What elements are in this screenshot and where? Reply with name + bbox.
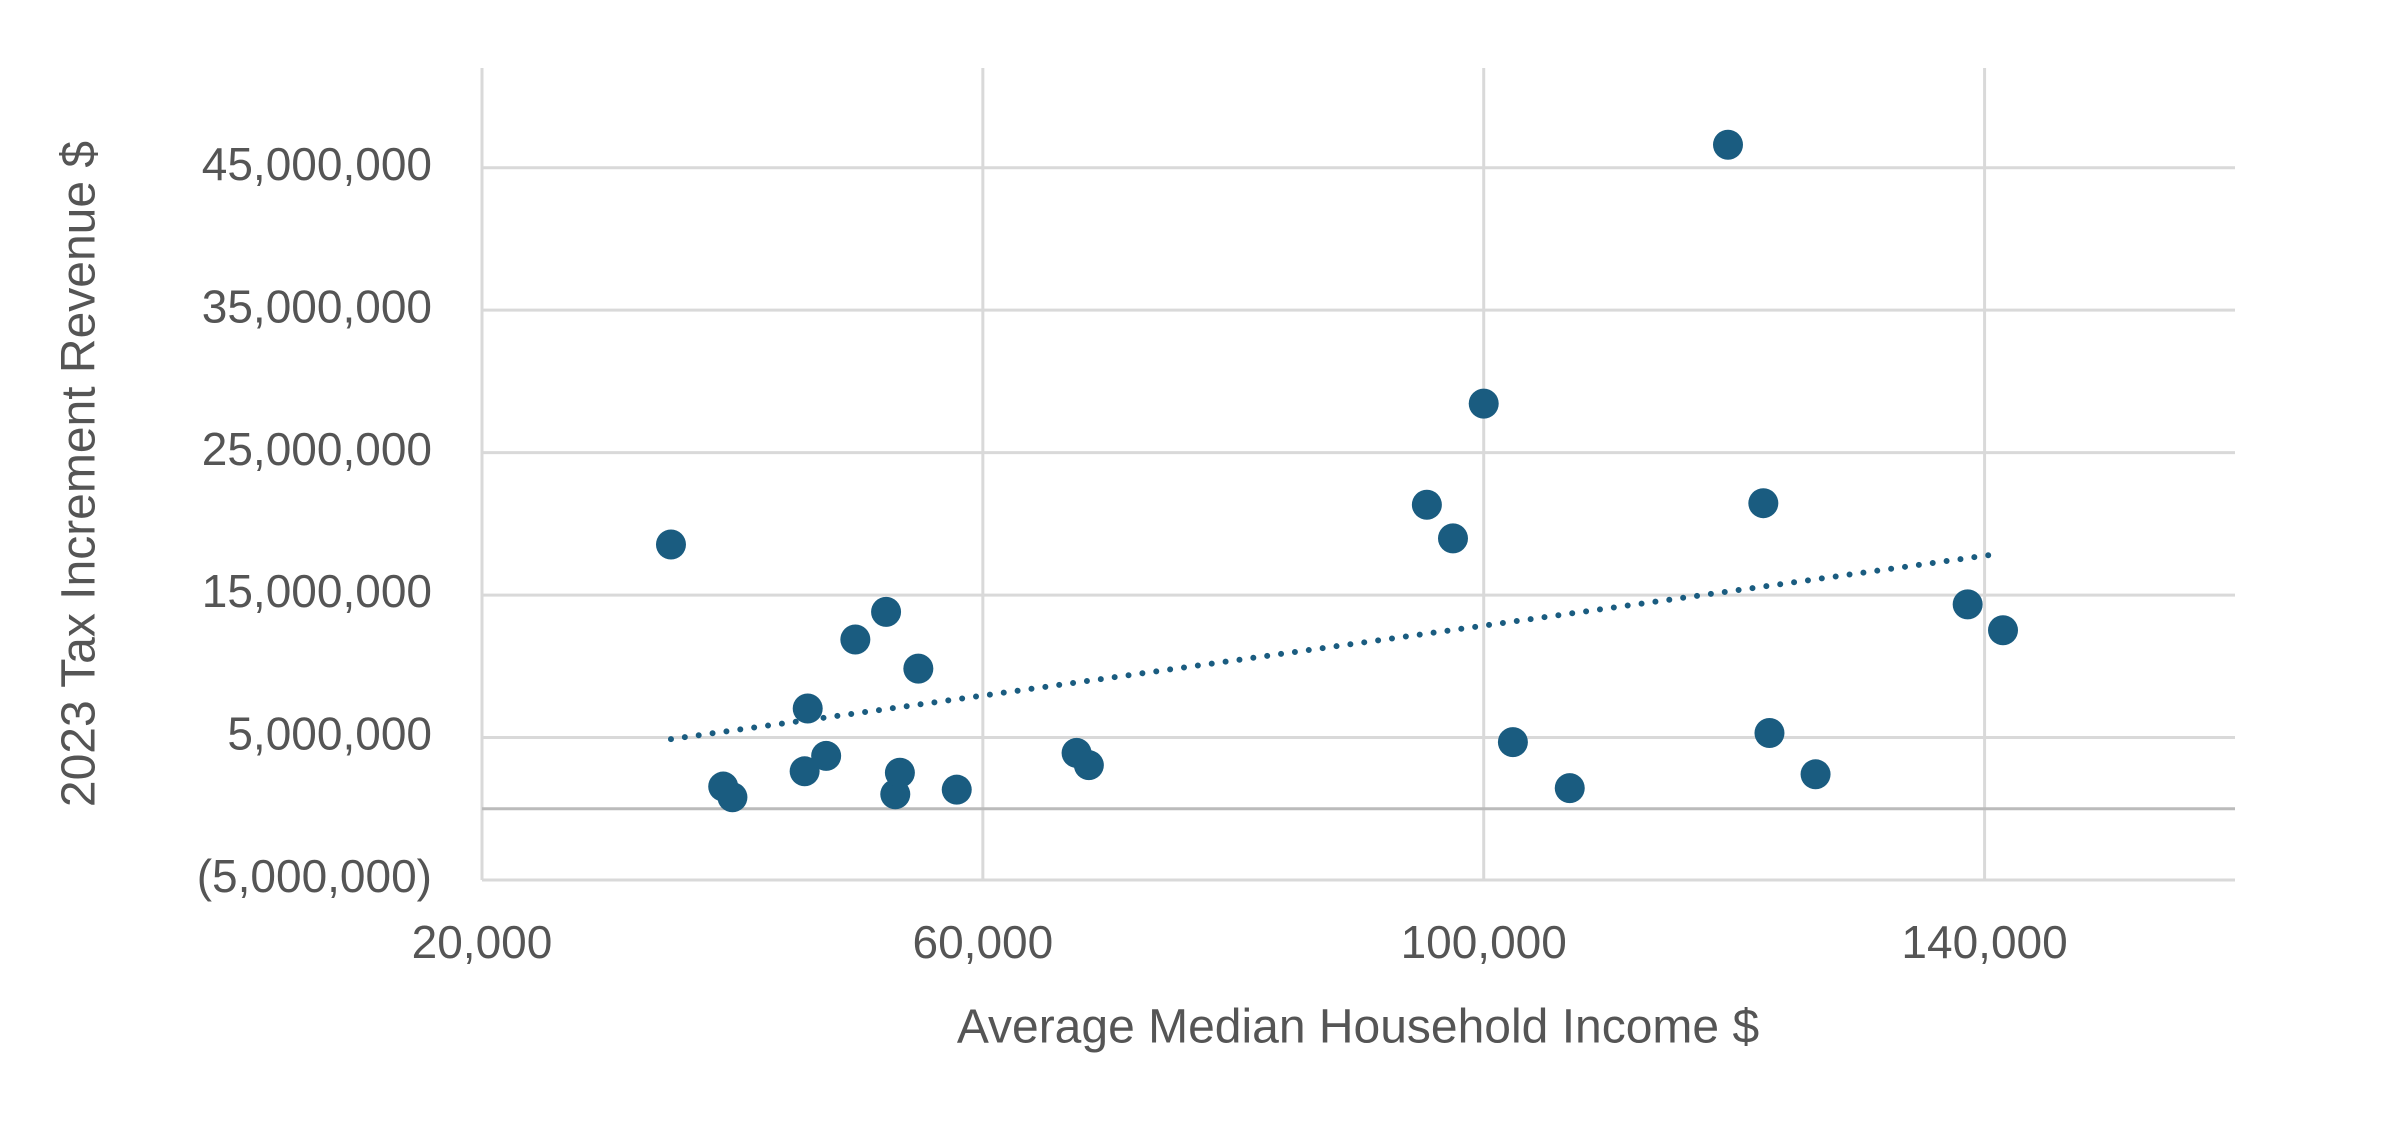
x-tick-label: 20,000 — [412, 916, 553, 968]
y-tick-label: 35,000,000 — [202, 280, 432, 332]
point — [1073, 750, 1104, 781]
y-tick-label: 45,000,000 — [202, 138, 432, 190]
point — [1748, 488, 1779, 519]
y-axis-title: 2023 Tax Increment Revenue $ — [53, 141, 106, 807]
point — [871, 596, 902, 627]
point — [792, 693, 823, 724]
x-tick-label: 60,000 — [913, 916, 1054, 968]
y-tick-label: (5,000,000) — [197, 850, 432, 902]
point — [1468, 388, 1499, 419]
y-tick-label: 5,000,000 — [227, 708, 432, 760]
point — [1411, 489, 1442, 520]
point — [1800, 759, 1831, 790]
point — [655, 529, 686, 560]
point — [840, 624, 871, 655]
point — [789, 756, 820, 787]
point — [1712, 129, 1743, 160]
point — [1754, 717, 1785, 748]
x-tick-label: 100,000 — [1401, 916, 1567, 968]
point — [1497, 727, 1528, 758]
point — [1554, 773, 1585, 804]
point — [1952, 589, 1983, 620]
point — [1437, 523, 1468, 554]
trendline — [667, 550, 2002, 743]
point — [717, 782, 748, 813]
point — [941, 774, 972, 805]
y-tick-label: 25,000,000 — [202, 423, 432, 475]
x-axis-title: Average Median Household Income $ — [957, 1001, 1759, 1054]
y-tick-label: 15,000,000 — [202, 565, 432, 617]
point — [811, 740, 842, 771]
point — [884, 757, 915, 788]
x-tick-label: 140,000 — [1901, 916, 2067, 968]
point — [903, 653, 934, 684]
point — [1988, 615, 2019, 646]
